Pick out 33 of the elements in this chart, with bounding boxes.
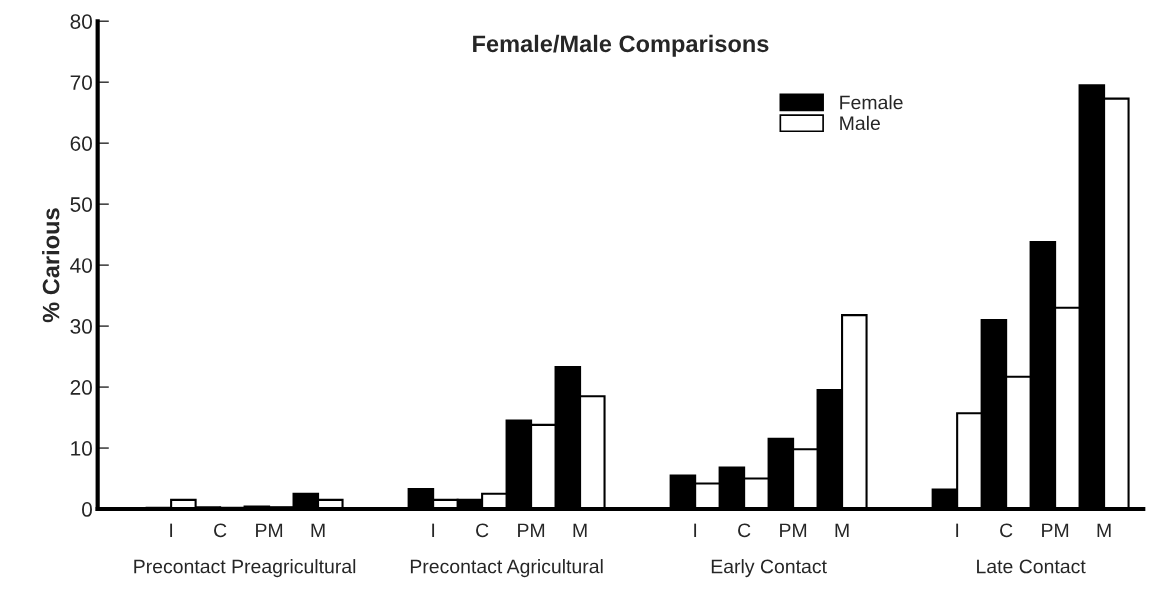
legend-label: Female	[840, 95, 903, 110]
x-tick-label: M	[1097, 523, 1111, 538]
y-tick-label: 0	[82, 502, 92, 517]
x-tick-label: C	[476, 523, 489, 538]
y-tick-label: 30	[70, 319, 92, 334]
x-tick-label: I	[694, 523, 697, 538]
x-tick-label: PM	[780, 523, 807, 538]
text: Precontact Agricultural	[410, 559, 603, 578]
x-tick-label: C	[214, 523, 227, 538]
x-tick-label: PM	[1042, 523, 1069, 538]
x-tick-label: I	[432, 523, 435, 538]
x-tick-label: C	[738, 523, 751, 538]
x-tick-label: C	[1000, 523, 1013, 538]
x-tick-label: M	[311, 523, 325, 538]
y-tick-label: 20	[70, 380, 92, 395]
x-tick-label: M	[573, 523, 587, 538]
x-tick-label: I	[170, 523, 173, 538]
y-tick-label: 70	[70, 75, 92, 90]
y-tick-label: 50	[70, 197, 92, 212]
text: Late Contact	[977, 559, 1086, 574]
y-tick-label: 40	[70, 258, 92, 273]
x-tick-label: PM	[256, 523, 283, 538]
y-tick-label: 80	[70, 14, 92, 29]
text: Precontact Preagricultural	[134, 559, 356, 578]
x-tick-label: I	[956, 523, 959, 538]
text: Early Contact	[711, 559, 827, 578]
text: Female/Male Comparisons	[473, 34, 769, 57]
y-tick-label: 60	[70, 136, 92, 151]
x-tick-label: M	[835, 523, 849, 538]
x-tick-label: PM	[518, 523, 545, 538]
y-tick-label: 10	[71, 441, 92, 456]
y-axis-title: % Carious	[42, 208, 60, 323]
legend-label: Male	[840, 115, 880, 131]
